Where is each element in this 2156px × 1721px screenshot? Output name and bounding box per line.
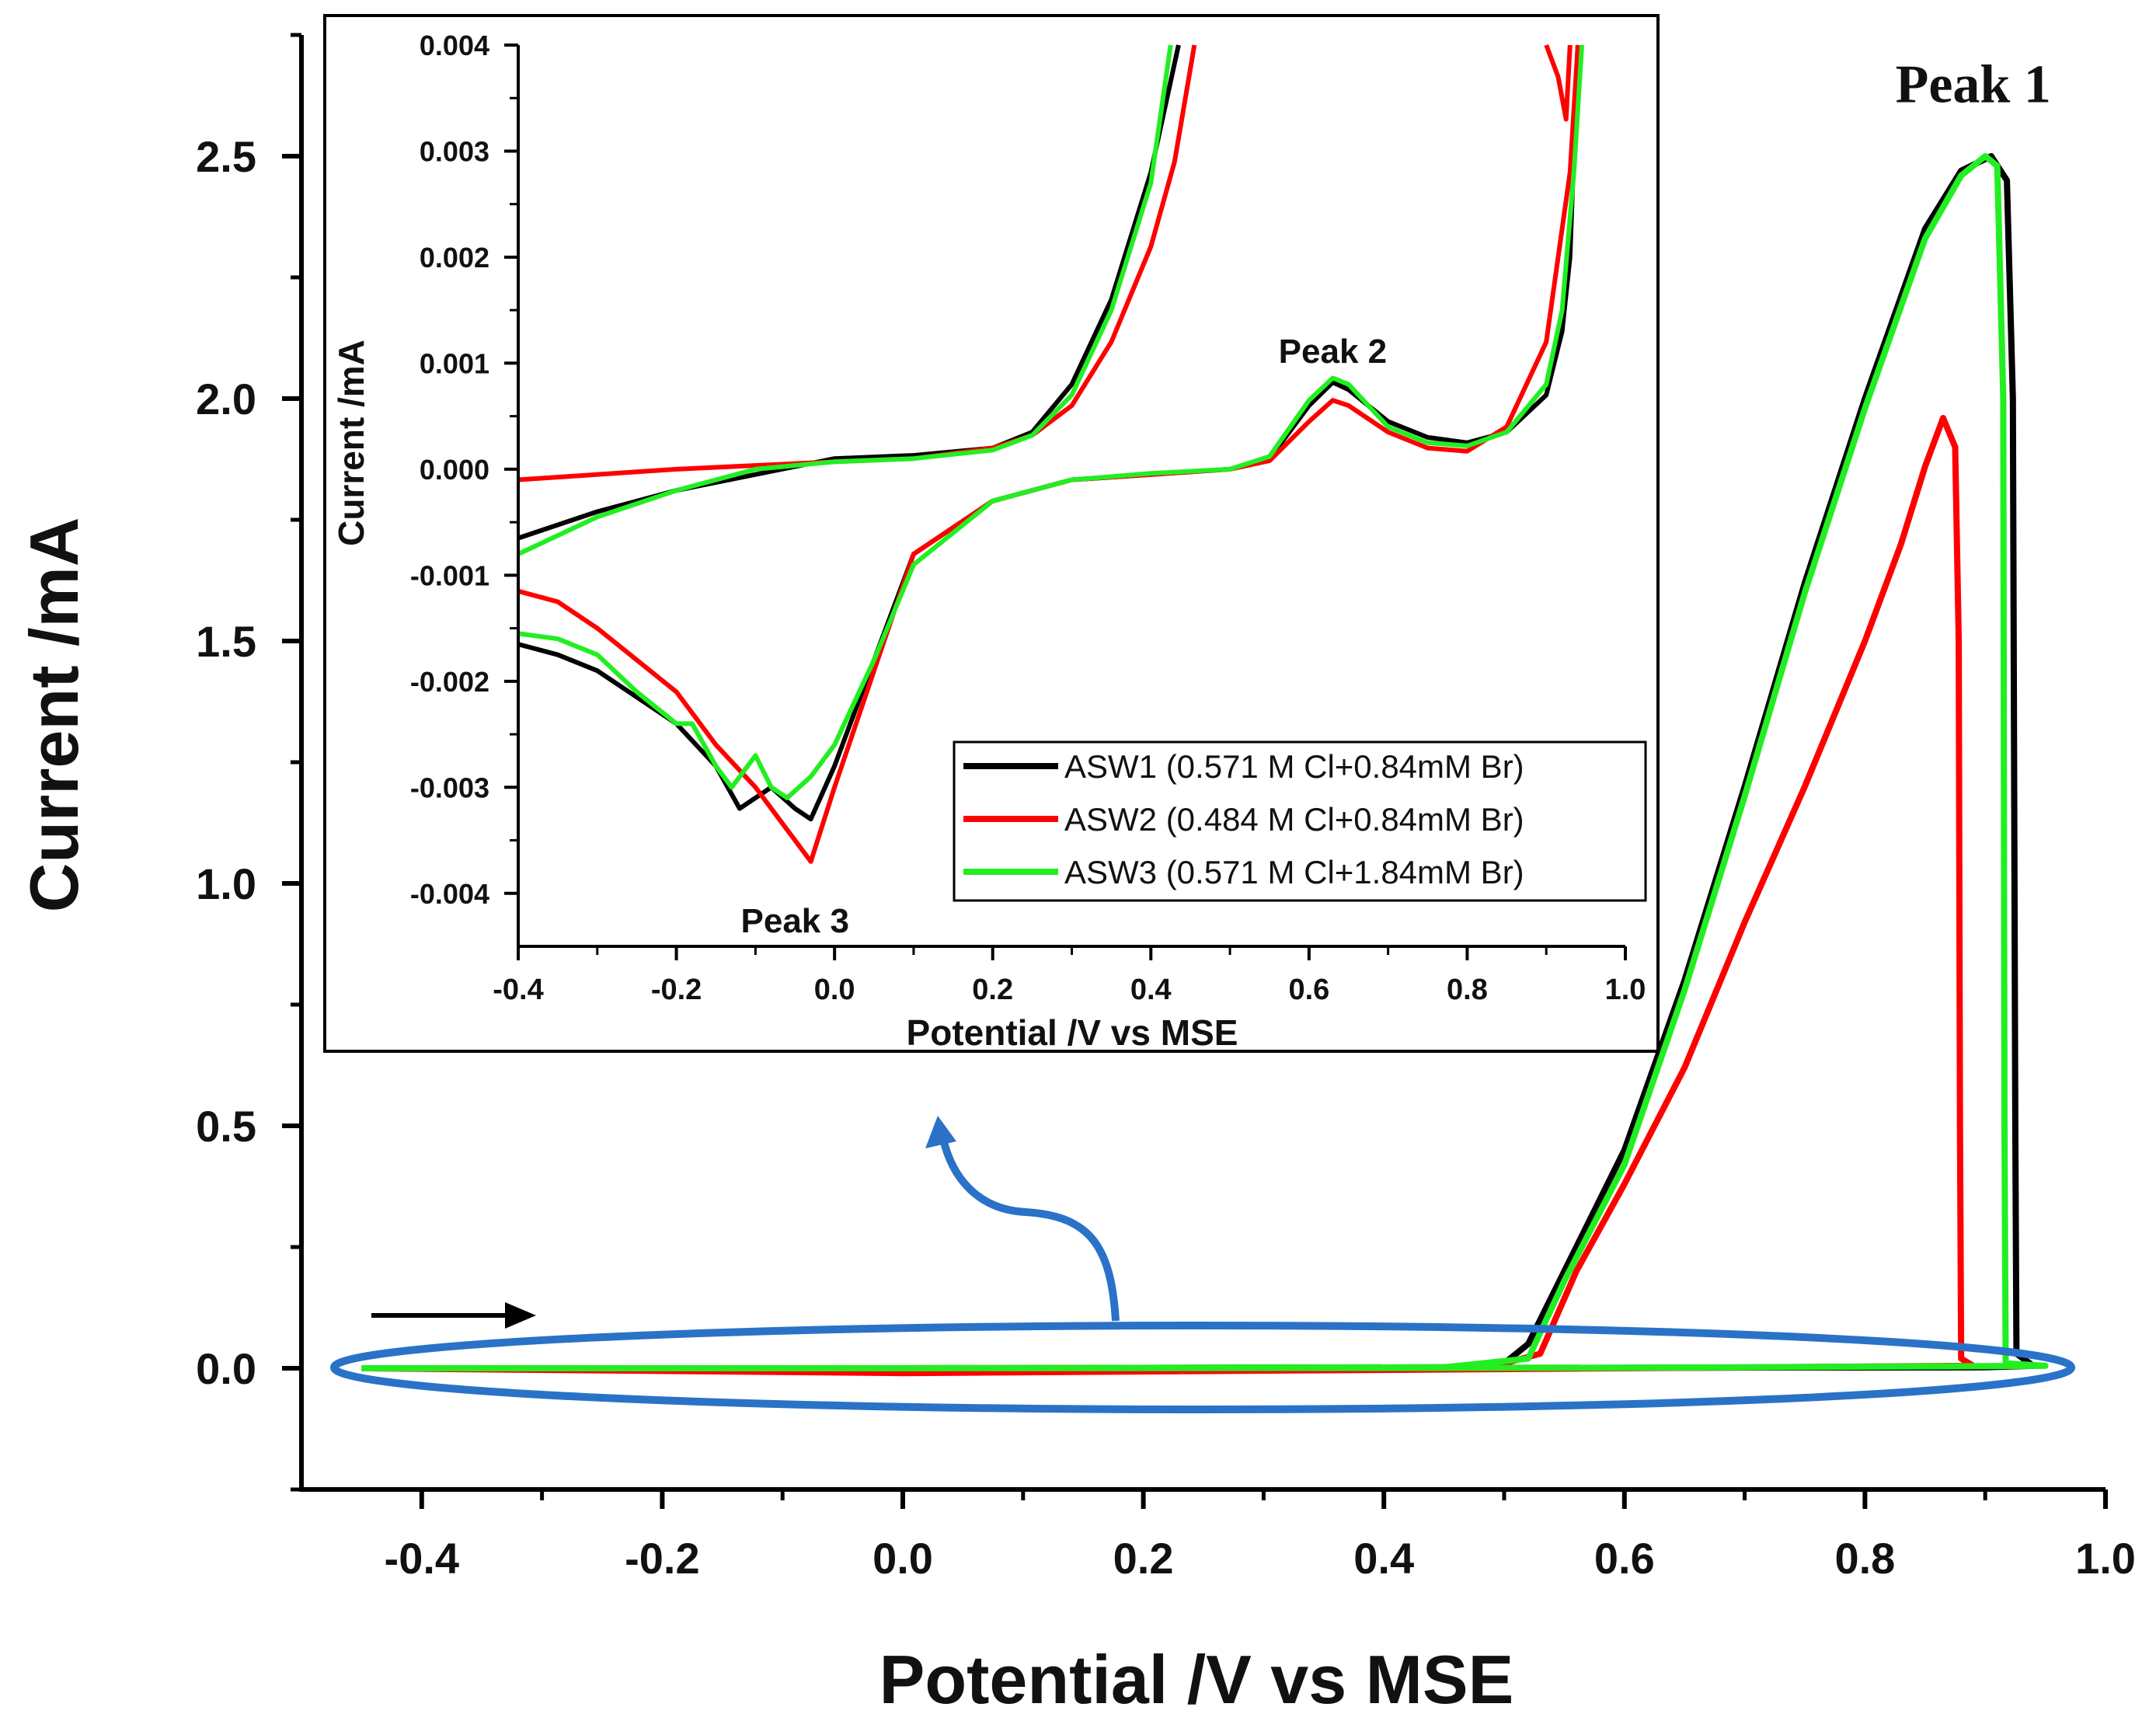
main-x-tick-label: 0.6: [1594, 1534, 1655, 1583]
main-x-tick-label: 1.0: [2075, 1534, 2136, 1583]
inset-x-tick-label: 0.0: [814, 974, 855, 1006]
main-x-tick-label: -0.4: [385, 1534, 460, 1583]
main-plot: -0.4 -0.2 0.0 0.2 0.4 0.6 0.8 1.0 0.0 0.5 1.0 1.5 2.…: [16, 33, 2136, 1718]
legend-label-asw1: ASW1 (0.571 M Cl+0.84mM Br): [1064, 748, 1524, 785]
inset-x-tick-label: 0.2: [972, 974, 1013, 1006]
main-series-group: [361, 153, 2049, 1377]
inset-x-tick-label: 0.6: [1288, 974, 1329, 1006]
main-y-tick-label: 0.0: [196, 1344, 256, 1393]
inset-x-tick-label: 0.8: [1447, 974, 1488, 1006]
zoom-pointer-arrow-icon: [925, 1116, 1120, 1322]
inset-plot: -0.4 -0.2 0.0 0.2 0.4 0.6 0.8 1.0 -0.004 -0.003 -0…: [323, 14, 1660, 1053]
inset-y-tick-label: 0.000: [420, 454, 489, 486]
inset-series-line-asw3: [517, 44, 1173, 556]
main-y-tick-label: 0.5: [196, 1102, 256, 1151]
legend-label-asw2: ASW2 (0.484 M Cl+0.84mM Br): [1064, 801, 1524, 838]
inset-annotation-peak-3: Peak 3: [741, 902, 849, 940]
inset-x-tick-label: 1.0: [1605, 974, 1646, 1006]
inset-y-tick-label: 0.004: [420, 30, 489, 61]
inset-x-tick-label: -0.4: [493, 974, 543, 1006]
main-y-tick-label: 2.0: [196, 375, 256, 423]
inset-ticks-group: -0.4 -0.2 0.0 0.2 0.4 0.6 0.8 1.0 -0.004 -0.003 -0…: [410, 30, 1646, 1006]
main-y-tick-label: 1.5: [196, 617, 256, 666]
main-x-tick-label: 0.2: [1113, 1534, 1174, 1583]
inset-series-line-asw3: [517, 44, 1584, 800]
main-annotation-peak-1: Peak 1: [1896, 54, 2051, 114]
legend-label-asw3: ASW3 (0.571 M Cl+1.84mM Br): [1064, 854, 1524, 890]
inset-series-group: [517, 44, 1584, 864]
inset-y-tick-label: -0.002: [410, 666, 489, 698]
inset-annotation-peak-2: Peak 2: [1279, 333, 1387, 371]
inset-legend-box: [953, 740, 1647, 902]
main-y-tick-label: 2.5: [196, 132, 256, 181]
main-x-tick-label: 0.8: [1834, 1534, 1895, 1583]
inset-y-axis-label: Current /mA: [331, 340, 371, 546]
zoom-region-ellipse: [330, 1322, 2075, 1413]
main-x-tick-label: 0.0: [873, 1534, 933, 1583]
inset-y-tick-label: -0.004: [410, 878, 489, 910]
inset-series-line-asw2: [1544, 44, 1573, 122]
inset-x-tick-label: -0.2: [651, 974, 702, 1006]
main-y-axis-label: Current /mA: [16, 517, 92, 913]
main-y-tick-label: 1.0: [196, 859, 256, 908]
inset-y-tick-label: 0.002: [420, 242, 489, 273]
inset-y-tick-label: 0.003: [420, 135, 489, 167]
inset-x-axis-label: Potential /V vs MSE: [907, 1012, 1238, 1053]
main-x-tick-label: -0.2: [625, 1534, 700, 1583]
inset-y-tick-label: -0.003: [410, 772, 489, 803]
main-series-line-asw3: [361, 153, 2049, 1371]
main-x-tick-label: 0.4: [1353, 1534, 1414, 1583]
main-x-axis-label: Potential /V vs MSE: [879, 1641, 1514, 1718]
inset-x-tick-label: 0.4: [1130, 974, 1172, 1006]
inset-y-tick-label: 0.001: [420, 347, 489, 379]
scan-direction-arrow-icon: [371, 1302, 536, 1329]
main-ticks-group: -0.4 -0.2 0.0 0.2 0.4 0.6 0.8 1.0 0.0 0.5 1.0 1.5 2.…: [196, 33, 2136, 1583]
inset-y-tick-label: -0.001: [410, 559, 489, 591]
inset-legend: ASW1 (0.571 M Cl+0.84mM Br) ASW2 (0.484 …: [953, 740, 1647, 902]
